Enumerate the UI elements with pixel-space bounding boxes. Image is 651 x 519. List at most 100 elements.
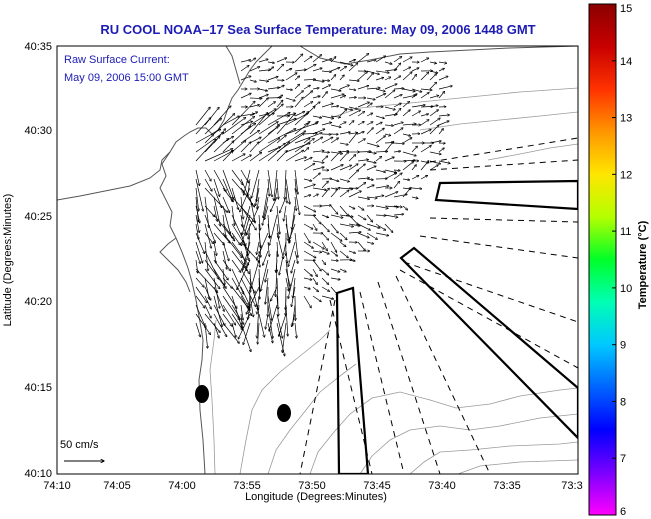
colorbar-ramp	[588, 3, 617, 516]
current-vector	[357, 72, 368, 81]
current-vector	[222, 141, 234, 153]
current-vector	[213, 259, 228, 280]
current-vector	[288, 241, 296, 267]
current-vector	[429, 105, 438, 108]
current-vector	[312, 286, 319, 292]
current-vector	[258, 322, 260, 344]
current-vector	[375, 223, 386, 230]
current-vector	[312, 187, 327, 190]
current-vector	[303, 205, 316, 212]
current-vector	[222, 178, 233, 201]
current-vector	[312, 88, 319, 89]
x-axis-tick-labels: 74:10 74:05 74:00 73:55 73:50 73:45 73:40 73:35…	[43, 480, 582, 492]
current-vector	[393, 151, 401, 152]
current-vector	[402, 67, 411, 72]
current-vector	[249, 137, 261, 144]
current-vector	[258, 94, 268, 99]
current-vector	[357, 241, 365, 251]
current-vector	[321, 156, 328, 162]
current-vector	[280, 196, 287, 213]
current-vector	[411, 197, 418, 198]
current-vector	[411, 88, 422, 92]
current-vector	[330, 277, 340, 280]
current-vector	[195, 313, 211, 335]
current-vector	[429, 82, 437, 90]
current-vector	[348, 60, 356, 63]
current-vector	[291, 286, 296, 307]
current-vector	[222, 169, 234, 199]
radar-range-line	[429, 159, 578, 171]
current-vector	[240, 214, 243, 227]
current-vector	[240, 286, 249, 305]
radar-range-line	[299, 299, 336, 474]
current-vector	[231, 205, 235, 226]
channel-boundaries	[335, 179, 578, 474]
current-vector	[330, 260, 338, 261]
map-plot-area: Raw Surface Current: May 09, 2006 15:00 …	[56, 45, 579, 475]
current-vector	[402, 151, 416, 156]
current-vector	[231, 277, 249, 307]
current-vector	[321, 259, 326, 265]
current-vector	[222, 295, 240, 320]
current-vector	[195, 232, 205, 254]
current-vector	[339, 122, 346, 126]
current-vector	[420, 129, 431, 135]
current-vector	[375, 169, 386, 172]
current-vector	[222, 116, 239, 126]
current-vector	[321, 205, 331, 206]
current-vector	[249, 98, 262, 99]
current-vector	[231, 101, 255, 126]
current-vector	[257, 295, 260, 314]
current-vector	[231, 322, 236, 337]
current-vector	[204, 178, 212, 191]
current-vector	[213, 232, 225, 245]
current-vector	[290, 223, 296, 239]
current-vector	[357, 232, 369, 238]
current-vector	[258, 122, 278, 135]
current-vector	[321, 241, 328, 251]
temperature-colorbar: 15 14 13 12 11 10 9 8 7 6 Temperature (°C)	[588, 3, 649, 518]
y-tick-label: 40:25	[24, 211, 52, 223]
current-vector	[285, 113, 308, 126]
current-vector	[267, 178, 269, 196]
current-vector	[263, 187, 269, 218]
current-vector	[321, 181, 328, 189]
current-vector	[429, 62, 437, 63]
current-vector	[312, 129, 325, 135]
current-vector	[213, 178, 220, 197]
bathymetry-contours	[209, 87, 578, 474]
current-vector	[402, 205, 408, 210]
current-vector	[258, 98, 268, 108]
current-vector	[375, 122, 382, 126]
coastline-bay-shore	[57, 151, 171, 201]
current-vector	[348, 155, 356, 162]
current-vector	[303, 85, 310, 90]
current-vector	[237, 259, 251, 290]
current-vector	[213, 313, 227, 337]
current-vector	[330, 188, 338, 189]
current-vector	[285, 89, 293, 90]
current-vector	[276, 205, 280, 234]
current-vector	[267, 169, 272, 197]
x-tick-label: 74:10	[43, 480, 71, 492]
current-vector	[357, 182, 366, 189]
current-vector	[384, 206, 399, 207]
current-vector	[321, 214, 329, 218]
current-vector	[249, 112, 268, 135]
current-vector	[303, 64, 316, 72]
current-vector	[249, 277, 258, 310]
current-vector	[321, 295, 334, 299]
current-vector	[294, 322, 297, 338]
current-vector	[384, 134, 391, 136]
current-vector	[330, 187, 340, 198]
radar-range-line	[377, 281, 441, 474]
current-vector	[294, 250, 298, 264]
current-vector	[231, 286, 250, 311]
current-vector	[231, 187, 238, 210]
current-vector	[294, 178, 296, 192]
current-vector	[285, 73, 297, 81]
current-vector	[420, 114, 429, 117]
current-vector	[213, 304, 225, 326]
current-vector	[330, 178, 339, 181]
current-vector	[312, 79, 324, 82]
